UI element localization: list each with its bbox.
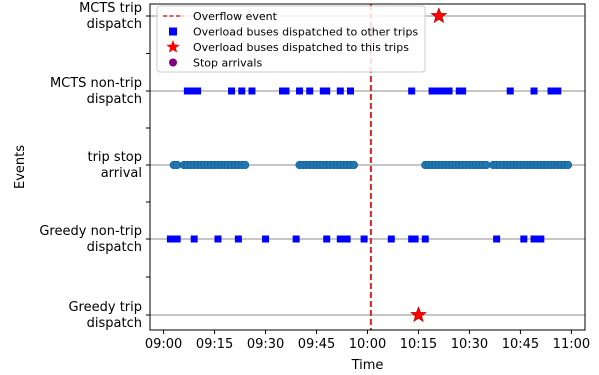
- row-label-line: arrival: [101, 166, 142, 181]
- row-label-line: MCTS non-trip: [50, 76, 142, 91]
- row-label-line: dispatch: [87, 92, 142, 107]
- dispatch-square-marker: [262, 235, 270, 243]
- x-axis-title: Time: [351, 358, 384, 373]
- row-label: trip stop arrival: [87, 150, 142, 181]
- x-tick-label: 11:00: [553, 337, 590, 352]
- legend-label: Stop arrivals: [193, 57, 262, 70]
- legend-swatch-circle: [169, 58, 177, 67]
- x-tick-label: 09:15: [196, 337, 233, 352]
- row-label: MCTS non-trip dispatch: [50, 76, 142, 107]
- dispatch-star-marker: [430, 7, 448, 24]
- dispatch-square-marker: [554, 87, 562, 95]
- dispatch-square-marker: [360, 235, 368, 243]
- dispatch-square-marker: [336, 87, 344, 95]
- dispatch-square-marker: [323, 87, 331, 95]
- dispatch-square-marker: [408, 87, 416, 95]
- dispatch-square-marker: [248, 87, 256, 95]
- dispatch-square-marker: [323, 235, 331, 243]
- x-tick-label: 10:30: [451, 337, 488, 352]
- dispatch-square-marker: [228, 87, 236, 95]
- stop-arrival-marker: [241, 160, 250, 170]
- dispatch-square-marker: [347, 87, 355, 95]
- legend-swatch-square: [169, 27, 177, 36]
- axes: 09:00 09:15 09:30 09:45 10:00 10:15 10:30 10:45…: [39, 1, 590, 352]
- dispatch-square-marker: [234, 235, 242, 243]
- dispatch-square-marker: [411, 235, 419, 243]
- dispatch-square-marker: [194, 87, 202, 95]
- legend-label: Overload buses dispatched to other trips: [193, 26, 418, 39]
- x-tick-label: 10:15: [400, 337, 437, 352]
- dispatch-square-marker: [537, 235, 545, 243]
- x-tick-label: 09:00: [145, 337, 182, 352]
- dispatch-square-marker: [173, 235, 181, 243]
- row-label-line: Greedy non-trip: [39, 224, 142, 239]
- dispatch-square-marker: [459, 87, 467, 95]
- legend: Overflow event Overload buses dispatched …: [156, 5, 426, 73]
- stop-arrival-marker: [349, 160, 359, 170]
- dispatch-square-marker: [282, 87, 290, 95]
- dispatch-square-marker: [214, 235, 222, 243]
- x-tick-label: 10:00: [349, 337, 386, 352]
- dispatch-square-marker: [387, 235, 395, 243]
- stop-arrival-marker: [563, 160, 573, 170]
- row-label-line: trip stop: [87, 150, 142, 165]
- x-tick-label: 10:45: [502, 337, 539, 352]
- row-label-line: dispatch: [87, 316, 142, 331]
- legend-swatch-star: [166, 40, 180, 53]
- dispatch-square-marker: [445, 87, 453, 95]
- dispatch-square-marker: [506, 87, 514, 95]
- y-axis-title: Events: [13, 145, 28, 189]
- row-label-line: MCTS trip: [79, 1, 142, 16]
- dispatch-star-marker: [410, 306, 427, 323]
- stop-arrival-marker: [173, 160, 182, 170]
- dispatch-square-marker: [493, 235, 501, 243]
- row-label-line: Greedy trip: [68, 300, 142, 315]
- row-label-line: dispatch: [87, 17, 142, 32]
- row-label: Greedy non-trip dispatch: [39, 224, 142, 255]
- stop-arrival-marker: [482, 160, 491, 170]
- row-label-line: dispatch: [87, 240, 142, 255]
- legend-label: Overflow event: [193, 10, 278, 23]
- legend-box: [156, 5, 426, 73]
- dispatch-square-marker: [530, 87, 538, 95]
- dispatch-square-marker: [238, 87, 246, 95]
- x-tick-label: 09:45: [298, 337, 335, 352]
- row-label: MCTS trip dispatch: [79, 1, 142, 32]
- x-tick-label: 09:30: [247, 337, 284, 352]
- dispatch-square-marker: [306, 87, 314, 95]
- dispatch-square-marker: [547, 87, 555, 95]
- dispatch-square-marker: [190, 235, 198, 243]
- dispatch-square-marker: [343, 235, 351, 243]
- dispatch-square-marker: [296, 87, 304, 95]
- legend-label: Overload buses dispatched to this trips: [193, 41, 409, 54]
- dispatch-square-marker: [292, 235, 300, 243]
- row-label: Greedy trip dispatch: [68, 300, 142, 331]
- dispatch-square-marker: [520, 235, 528, 243]
- dispatch-square-marker: [421, 235, 429, 243]
- marker-group: [166, 7, 573, 323]
